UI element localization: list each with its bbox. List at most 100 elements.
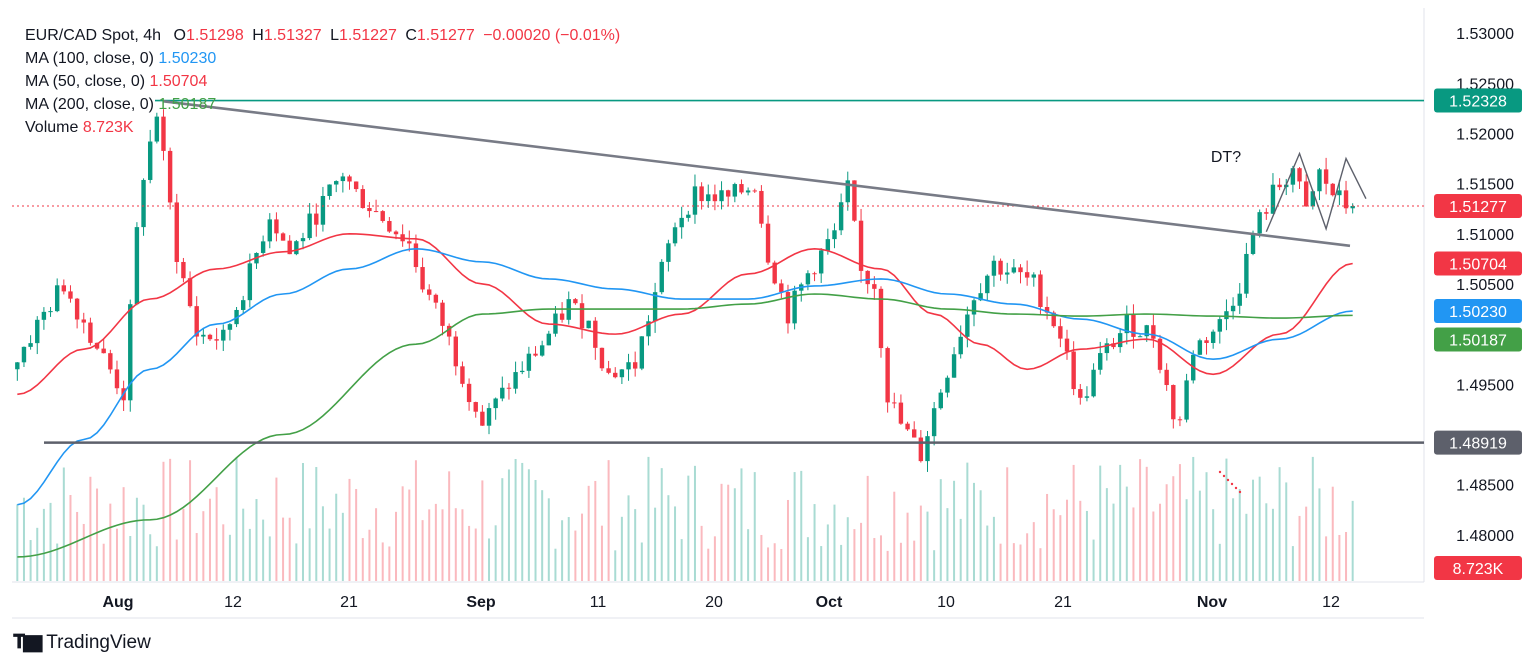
ma100-line[interactable]: [17, 248, 1353, 506]
candle-body: [845, 180, 850, 203]
volume-bar: [1325, 536, 1328, 581]
volume-bar: [448, 471, 451, 581]
candle-body: [241, 300, 246, 310]
candle-body: [433, 294, 439, 303]
candle-body: [659, 261, 664, 293]
tradingview-logo-icon: 𝐓▇: [13, 632, 42, 653]
ma100-price-tag-text: 1.50230: [1449, 304, 1507, 321]
legend-symbol-row: EUR/CAD Spot, 4h O1.51298 H1.51327 L1.51…: [25, 24, 620, 47]
candle-body: [779, 283, 784, 293]
volume-bar: [1331, 486, 1334, 581]
ma50-price-tag[interactable]: [1434, 251, 1522, 276]
volume-bar: [129, 535, 132, 581]
candle-body: [493, 398, 498, 409]
volume-bar: [434, 503, 437, 581]
ma50-line[interactable]: [17, 232, 1353, 396]
candle-body: [1124, 314, 1129, 334]
volume-bar: [753, 472, 756, 581]
volume-bar: [899, 542, 902, 581]
candle-body: [1330, 183, 1335, 196]
candle-body: [427, 289, 432, 295]
resistance-price-tag-text: 1.52328: [1449, 94, 1507, 111]
candle-body: [838, 202, 844, 231]
volume-bar: [654, 507, 657, 581]
candle-body: [1031, 274, 1036, 278]
volume-bar: [561, 520, 564, 581]
volume-bar: [700, 525, 703, 581]
volume-bar: [341, 512, 344, 581]
support-price-tag[interactable]: [1434, 430, 1522, 455]
candle-body: [486, 408, 492, 426]
candle-body: [1064, 338, 1070, 352]
candle-body: [81, 319, 86, 323]
candle-body: [480, 411, 485, 426]
candle-body: [161, 116, 166, 151]
resistance-price-tag[interactable]: [1434, 88, 1522, 113]
legend-ma100[interactable]: MA (100, close, 0) 1.50230: [25, 47, 620, 70]
candle-body: [1264, 212, 1269, 214]
volume-bar: [501, 478, 504, 581]
volume-bar: [860, 522, 863, 581]
candle-body: [586, 320, 591, 329]
candle-body: [167, 150, 173, 203]
candle-body: [745, 190, 751, 193]
volume-bar: [521, 462, 524, 581]
ma200-price-tag[interactable]: [1434, 327, 1522, 352]
volume-bar: [481, 480, 484, 581]
volume-bar: [361, 538, 364, 581]
volume-bar: [1066, 499, 1069, 581]
candle-body: [898, 402, 904, 424]
current-price-tag[interactable]: [1434, 193, 1522, 218]
candle-body: [320, 195, 326, 225]
volume-bar: [1072, 464, 1075, 581]
candle-body: [619, 369, 625, 378]
x-tick-label: 20: [705, 594, 723, 611]
descending-trendline[interactable]: [163, 100, 1351, 248]
candle-body: [539, 345, 545, 356]
candle-body: [1257, 212, 1262, 234]
volume-bar: [959, 518, 962, 581]
candle-body: [1137, 336, 1143, 338]
legend-volume[interactable]: Volume 8.723K: [25, 116, 620, 139]
legend-ma50[interactable]: MA (50, close, 0) 1.50704: [25, 70, 620, 93]
candle-body: [772, 262, 777, 284]
candle-body: [1164, 369, 1169, 386]
volume-bar: [395, 511, 398, 581]
candle-body: [513, 372, 518, 389]
legend-ma200[interactable]: MA (200, close, 0) 1.50187: [25, 93, 620, 116]
candle-body: [227, 324, 233, 330]
volume-bar: [707, 548, 710, 581]
ma100-price-tag[interactable]: [1434, 299, 1522, 324]
volume-bar: [162, 461, 165, 581]
candle-body: [1290, 168, 1296, 185]
volume-bar: [873, 538, 876, 581]
volume-bar: [189, 460, 192, 581]
volume-bar: [169, 458, 172, 581]
volume-bar: [713, 536, 716, 581]
volume-bar: [1278, 467, 1281, 581]
volume-tag[interactable]: [1434, 556, 1522, 580]
ma100-name: MA (100, close, 0): [25, 50, 154, 67]
symbol-title[interactable]: EUR/CAD Spot, 4h: [25, 27, 162, 44]
volume-divergence-dot: [1238, 490, 1242, 494]
double-top-pattern[interactable]: [1265, 151, 1367, 233]
volume-bar: [401, 486, 404, 581]
ma200-line[interactable]: [17, 293, 1353, 558]
volume-bar: [806, 537, 809, 581]
x-tick-label: 21: [1054, 594, 1072, 611]
volume-bar: [109, 503, 112, 581]
volume-bar: [76, 511, 79, 581]
volume-bar: [282, 517, 285, 581]
tradingview-logo[interactable]: 𝐓▇ TradingView: [13, 632, 151, 654]
candle-body: [1317, 169, 1322, 192]
volume-bar: [215, 487, 218, 581]
candle-body: [533, 353, 538, 356]
candle-body: [420, 267, 425, 290]
volume-bar: [1165, 484, 1168, 581]
candle-body: [1011, 267, 1017, 273]
candle-body: [340, 176, 346, 182]
volume-bar: [202, 511, 205, 581]
volume-bar: [102, 543, 105, 581]
